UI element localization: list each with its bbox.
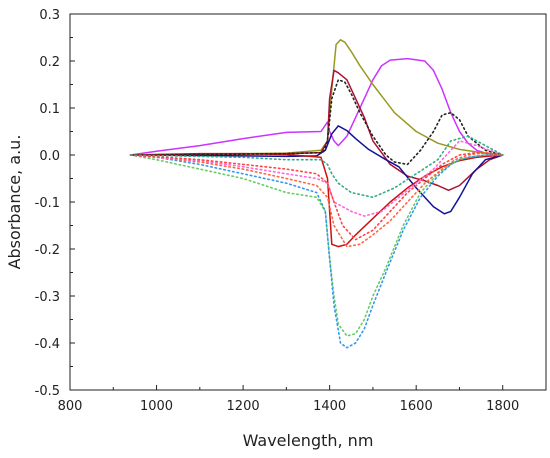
x-tick-label: 1800: [486, 399, 519, 414]
x-axis-title: Wavelength, nm: [243, 431, 374, 450]
plot-frame: [69, 13, 547, 391]
y-tick-label: 0.2: [39, 55, 60, 70]
y-axis-title: Absorbance, a.u.: [5, 135, 24, 270]
axis-ticks: 800 1000 1200 1400 1600 1800 -0.5 -0.4 -0.3 -0.2 -…: [35, 8, 520, 414]
y-tick-label: -0.4: [35, 337, 60, 352]
series-line-11: [129, 151, 504, 241]
series-line-8: [129, 154, 504, 349]
y-tick-label: -0.5: [35, 384, 60, 399]
y-tick-label: 0.3: [39, 8, 60, 23]
x-tick-label: 1200: [227, 399, 260, 414]
series-line-12: [129, 135, 504, 199]
series-line-3: [129, 69, 504, 192]
series-line-1: [129, 57, 504, 156]
x-tick-label: 1000: [140, 399, 173, 414]
series-line-6: [129, 79, 504, 166]
y-tick-label: -0.3: [35, 290, 60, 305]
series-line-7: [129, 154, 504, 337]
series-group: [129, 39, 504, 349]
x-tick-label: 1400: [313, 399, 346, 414]
y-tick-label: -0.2: [35, 243, 60, 258]
series-line-2: [129, 39, 504, 156]
series-line-10: [129, 140, 504, 217]
series-line-4: [129, 125, 504, 215]
y-tick-label: 0.1: [39, 102, 60, 117]
y-tick-label: -0.1: [35, 196, 60, 211]
series-line-9: [129, 151, 504, 248]
x-tick-label: 1600: [400, 399, 433, 414]
x-tick-label: 800: [58, 399, 83, 414]
y-tick-label: 0.0: [39, 149, 60, 164]
